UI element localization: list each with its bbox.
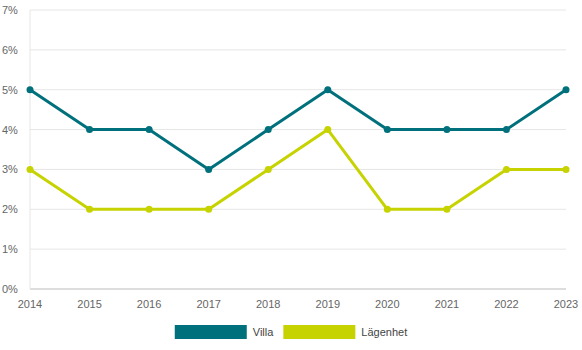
series-marker [503,126,510,133]
series-line [30,130,566,210]
series-marker [86,126,93,133]
x-tick-label: 2014 [18,298,42,310]
chart: 0% 1% 2% 3% 4% 5% 6% 7% 2014 2015 2016 2017 2018 2019… [0,0,582,350]
series-line [30,90,566,170]
series-marker [443,126,450,133]
legend: Villa Lägenhet [175,325,407,339]
series-marker [146,206,153,213]
data-group [27,86,570,213]
series-marker [265,126,272,133]
x-tick-label: 2017 [196,298,220,310]
series-marker [443,206,450,213]
legend-swatch [175,325,247,339]
grid-line [30,49,566,50]
legend-swatch [283,325,355,339]
series-marker [27,86,34,93]
y-tick-label: 3% [2,163,18,175]
grid-line [30,10,566,11]
x-tick-label: 2019 [316,298,340,310]
series-marker [563,86,570,93]
series-marker [324,126,331,133]
x-tick-label: 2015 [77,298,101,310]
x-tick-label: 2023 [554,298,578,310]
legend-label: Lägenhet [361,326,407,338]
series-marker [324,86,331,93]
y-tick-label: 0% [2,283,18,295]
x-tick-label: 2020 [375,298,399,310]
series-marker [86,206,93,213]
y-tick-label: 7% [2,4,18,16]
series-marker [563,166,570,173]
series-marker [384,206,391,213]
grid-line [30,169,566,170]
grid-line [30,249,566,250]
y-tick-label: 1% [2,243,18,255]
series-marker [205,206,212,213]
y-tick-label: 2% [2,203,18,215]
y-tick-label: 6% [2,44,18,56]
y-axis-line [30,10,31,289]
legend-label: Villa [253,326,274,338]
series-marker [146,126,153,133]
grid-line [30,289,566,290]
x-tick-label: 2016 [137,298,161,310]
y-tick-label: 5% [2,84,18,96]
y-tick-label: 4% [2,124,18,136]
grid-line [30,89,566,90]
series-marker [265,166,272,173]
series-marker [27,166,34,173]
x-tick-label: 2021 [435,298,459,310]
series-marker [384,126,391,133]
series-marker [205,166,212,173]
x-tick-label: 2022 [494,298,518,310]
series-marker [503,166,510,173]
x-tick-label: 2018 [256,298,280,310]
